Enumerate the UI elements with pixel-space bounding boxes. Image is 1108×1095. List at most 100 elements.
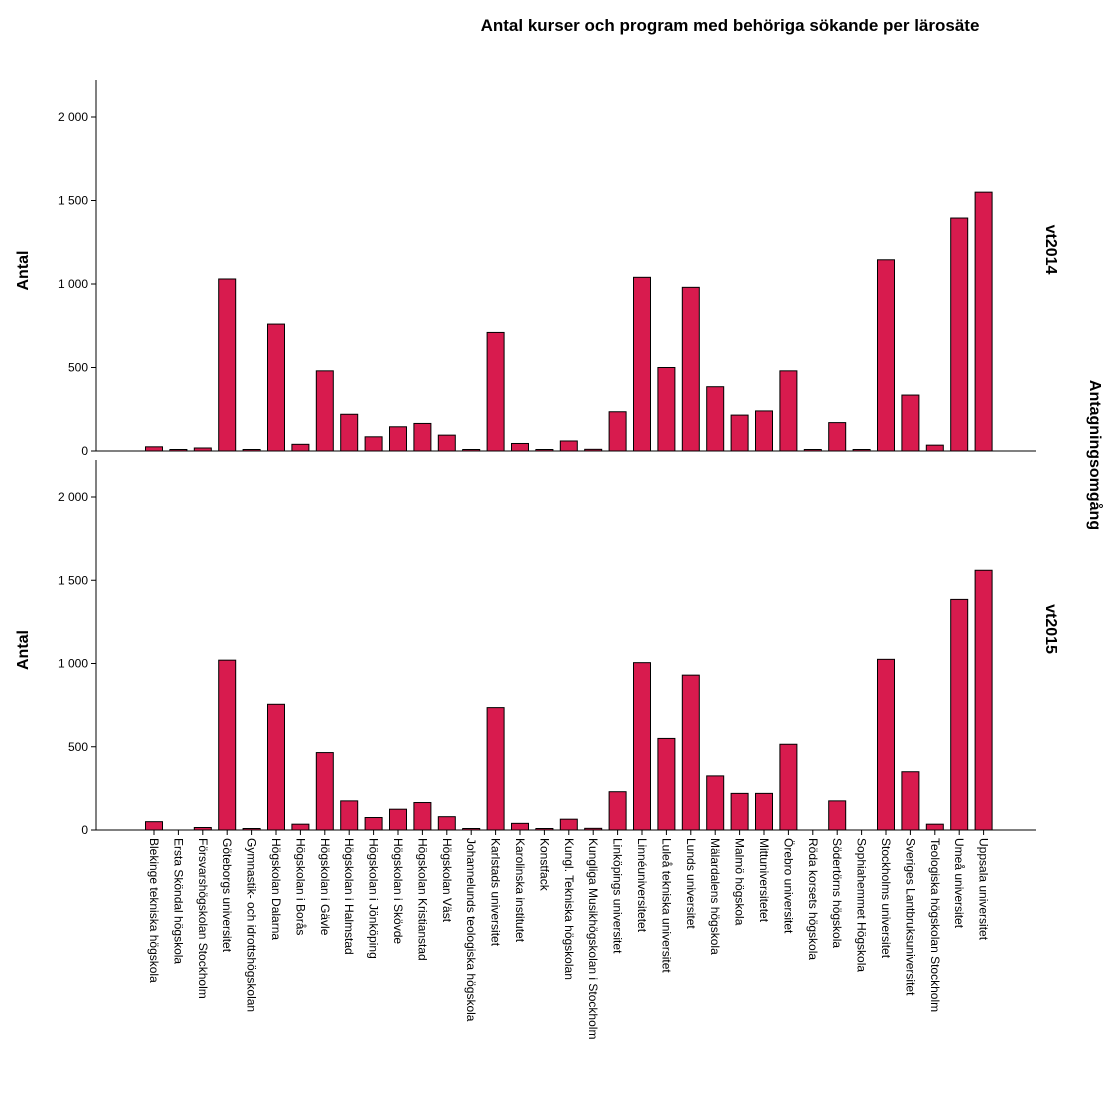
x-tick-label: Sophiahemmet Högskola — [855, 838, 869, 972]
y-tick-label: 2 000 — [58, 490, 88, 504]
bar — [584, 448, 603, 452]
x-tick-label: Högskolan i Jönköping — [367, 838, 381, 959]
bar — [559, 440, 578, 452]
x-tick-label: Sveriges Lantbruksuniversitet — [903, 838, 917, 996]
bar — [633, 662, 651, 831]
bar — [681, 286, 700, 452]
bar — [559, 818, 578, 831]
facet-label: Antagningsomgång — [1086, 380, 1104, 530]
x-tick-label: Högskolan i Gävle — [318, 838, 332, 936]
bar — [340, 800, 359, 831]
x-tick-label: Södertörns högskola — [830, 838, 844, 948]
x-tick-label: Blekinge tekniska högskola — [147, 838, 161, 983]
x-tick-label: Johannelunds teologiska högskola — [464, 838, 478, 1022]
x-tick-label: Örebro universitet — [781, 838, 795, 934]
x-tick-label: Gymnastik- och idrottshögskolan — [245, 838, 259, 1012]
panel-vt2015: 0 500 1 000 1 500 2 000 Antal vt2015 — [15, 460, 1059, 837]
x-tick-label: Högskolan Väst — [440, 838, 454, 923]
bar — [974, 569, 993, 831]
bar — [364, 436, 383, 452]
bar — [730, 414, 749, 452]
x-tick-label: Röda korsets högskola — [806, 838, 820, 960]
bar — [462, 828, 481, 831]
bar — [608, 411, 627, 452]
x-tick-label: Mittuniversitetet — [757, 838, 771, 923]
bar — [901, 394, 920, 452]
x-tick-label: Umeå universitet — [952, 838, 966, 929]
bar — [486, 331, 505, 452]
panel-vt2014: 0 500 1 000 1 500 2 000 Antal vt2014 — [15, 80, 1059, 458]
bar — [242, 449, 261, 452]
bar — [193, 827, 212, 831]
bar — [828, 422, 847, 452]
bar — [413, 422, 432, 452]
x-tick-label: Teologiska högskolan Stockholm — [928, 838, 942, 1012]
panel-label: vt2015 — [1042, 604, 1059, 654]
bar — [925, 823, 944, 831]
bar — [828, 800, 847, 831]
bar — [169, 449, 188, 452]
bar — [242, 828, 261, 831]
x-tick-label: Malmö högskola — [733, 838, 747, 926]
y-tick-label: 500 — [68, 740, 88, 754]
bar — [267, 323, 285, 452]
bar — [437, 434, 456, 452]
bar — [315, 752, 334, 831]
y-tick-label: 2 000 — [58, 110, 88, 124]
y-tick-label: 1 000 — [58, 657, 88, 671]
bar — [950, 598, 969, 831]
bar — [852, 449, 871, 452]
x-tick-label: Kungliga Musikhögskolan i Stockholm — [586, 838, 600, 1039]
bar — [877, 259, 895, 452]
y-tick-label: 1 000 — [58, 277, 88, 291]
y-axis-label: Antal — [15, 251, 32, 291]
bar — [218, 659, 237, 831]
x-tick-label: Göteborgs universitet — [220, 838, 234, 953]
x-tick-label: Linnéuniversitetet — [635, 838, 649, 933]
bar — [535, 449, 554, 452]
category-labels: Blekinge tekniska högskola Ersta Sköndal … — [147, 830, 991, 1039]
x-tick-label: Mälardalens högskola — [708, 838, 722, 955]
x-tick-label: Lunds universitet — [684, 838, 698, 929]
bar — [901, 771, 920, 831]
bar — [291, 823, 310, 831]
panel-label: vt2014 — [1042, 225, 1059, 275]
bar — [950, 217, 969, 452]
y-tick-label: 500 — [68, 361, 88, 375]
bar — [657, 737, 676, 831]
bar — [315, 370, 334, 452]
x-tick-label: Högskolan i Halmstad — [342, 838, 356, 955]
x-tick-label: Uppsala universitet — [977, 838, 991, 941]
bar — [779, 370, 798, 452]
chart-panels: 0 500 1 000 1 500 2 000 Antal vt2014 0 500 1 000 1… — [15, 80, 1059, 837]
y-tick-label: 0 — [81, 823, 88, 837]
bar — [389, 426, 407, 452]
y-axis-label: Antal — [15, 630, 32, 670]
bar — [389, 808, 407, 831]
x-tick-label: Luleå tekniska universitet — [659, 838, 673, 973]
bar — [633, 276, 651, 452]
bar — [486, 707, 505, 831]
bar — [340, 413, 359, 452]
y-tick-label: 1 500 — [58, 573, 88, 587]
bar — [145, 446, 163, 452]
x-tick-label: Högskolan Dalarna — [269, 838, 283, 940]
bar — [803, 449, 822, 452]
x-tick-label: Linköpings universitet — [611, 838, 625, 954]
x-tick-label: Högskolan i Skövde — [391, 838, 405, 944]
bar — [755, 410, 773, 452]
bar — [584, 827, 603, 831]
bar — [193, 447, 212, 452]
y-tick-label: 0 — [81, 444, 88, 458]
bar — [413, 802, 432, 831]
bar — [437, 816, 456, 831]
bar — [535, 828, 554, 831]
bar — [974, 191, 993, 452]
bar — [877, 658, 895, 831]
x-tick-label: Stockholms universitet — [879, 838, 893, 959]
bar — [608, 791, 627, 831]
bar — [291, 443, 310, 452]
bar — [706, 775, 725, 831]
bar — [706, 386, 725, 452]
